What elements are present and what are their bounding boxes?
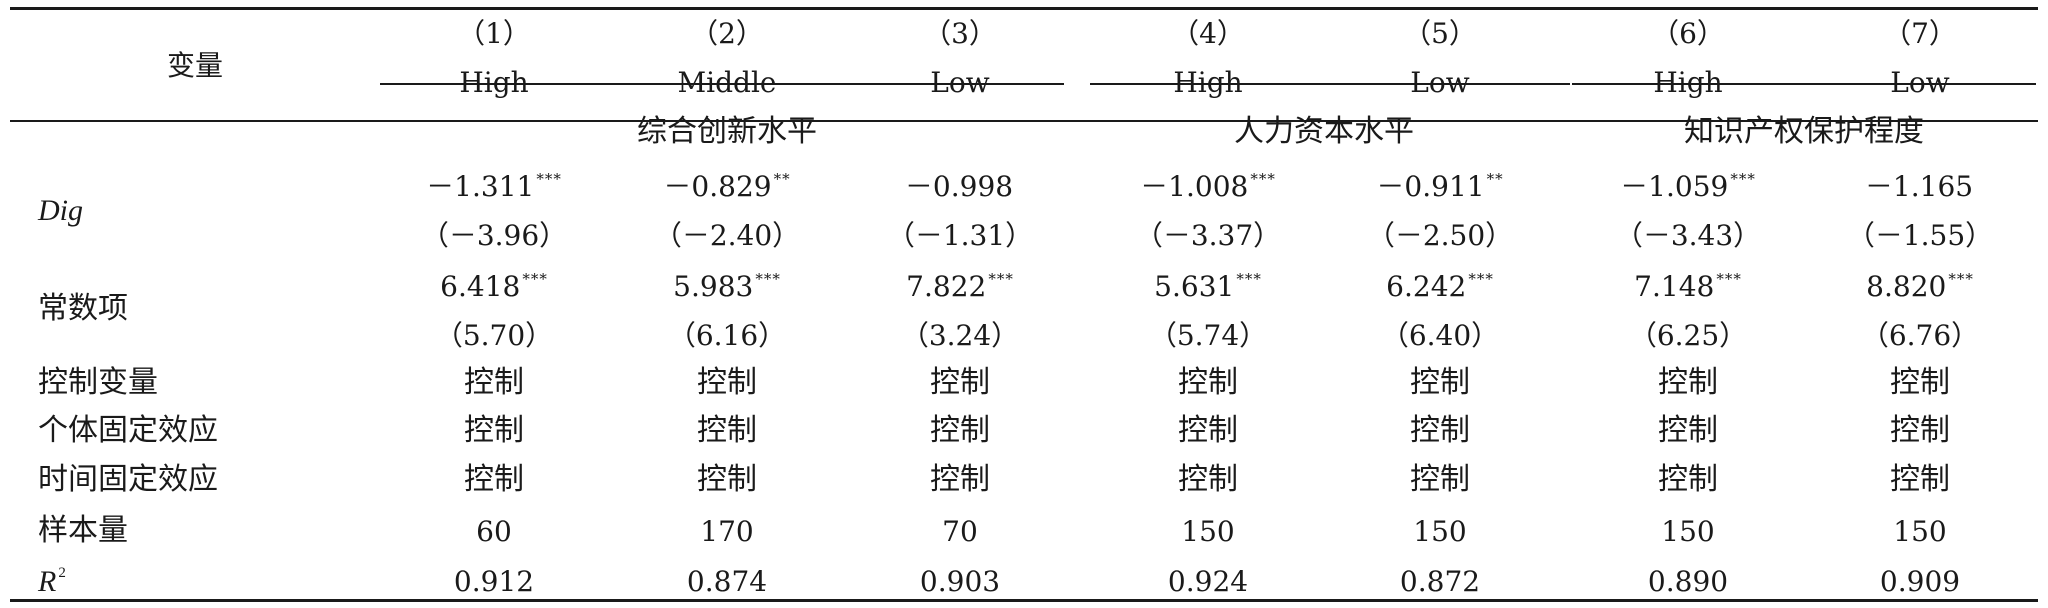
group-underline-3 — [1572, 83, 2036, 85]
individual-fe-5: 控制 — [1410, 413, 1470, 448]
row-label-dig: Dig — [38, 194, 83, 227]
dig-coef-7: －1.165 — [1864, 170, 1974, 203]
bottom-rule — [10, 599, 2038, 602]
col-number-7: （7） — [1883, 17, 1957, 50]
col-level-3: Low — [930, 66, 990, 99]
col-level-2: Middle — [677, 66, 777, 99]
col-level-7: Low — [1890, 66, 1950, 99]
header-rule — [10, 120, 2038, 122]
time-fe-7: 控制 — [1890, 462, 1950, 497]
dig-coef-1: －1.311 *** — [426, 170, 562, 203]
individual-fe-6: 控制 — [1658, 413, 1718, 448]
variable-header: 变量 — [166, 49, 224, 82]
individual-fe-1: 控制 — [464, 413, 524, 448]
row-label-individual-fe: 个体固定效应 — [38, 413, 218, 448]
const-coef-2: 5.983 *** — [673, 270, 781, 303]
top-rule — [10, 7, 2038, 10]
sample-size-6: 150 — [1661, 515, 1715, 548]
sample-size-7: 150 — [1893, 515, 1947, 548]
sample-size-4: 150 — [1181, 515, 1235, 548]
sample-size-2: 170 — [700, 515, 754, 548]
const-tstat-3: （3.24） — [900, 319, 1020, 352]
individual-fe-4: 控制 — [1178, 413, 1238, 448]
const-tstat-6: （6.25） — [1628, 319, 1748, 352]
dig-coef-4: －1.008 *** — [1140, 170, 1276, 203]
time-fe-3: 控制 — [930, 462, 990, 497]
col-level-6: High — [1653, 66, 1723, 99]
dig-coef-6: －1.059 *** — [1620, 170, 1756, 203]
col-level-1: High — [459, 66, 529, 99]
individual-fe-7: 控制 — [1890, 413, 1950, 448]
row-label-time-fe: 时间固定效应 — [38, 462, 218, 497]
sample-size-3: 70 — [942, 515, 978, 548]
group-label-3: 知识产权保护程度 — [1684, 114, 1924, 149]
sample-size-5: 150 — [1413, 515, 1467, 548]
dig-tstat-1: （－3.96） — [420, 219, 568, 252]
r-squared-5: 0.872 — [1399, 565, 1481, 598]
control-vars-1: 控制 — [464, 365, 524, 400]
col-number-6: （6） — [1651, 17, 1725, 50]
row-label-sample-size: 样本量 — [38, 513, 128, 548]
col-level-5: Low — [1410, 66, 1470, 99]
r-squared-6: 0.890 — [1647, 565, 1729, 598]
const-tstat-4: （5.74） — [1148, 319, 1268, 352]
const-tstat-2: （6.16） — [667, 319, 787, 352]
dig-coef-3: －0.998 — [904, 170, 1014, 203]
time-fe-2: 控制 — [697, 462, 757, 497]
const-coef-4: 5.631 *** — [1154, 270, 1262, 303]
const-tstat-5: （6.40） — [1380, 319, 1500, 352]
r-squared-2: 0.874 — [686, 565, 768, 598]
dig-tstat-5: （－2.50） — [1366, 219, 1514, 252]
r-squared-7: 0.909 — [1879, 565, 1961, 598]
time-fe-5: 控制 — [1410, 462, 1470, 497]
sample-size-1: 60 — [476, 515, 512, 548]
control-vars-7: 控制 — [1890, 365, 1950, 400]
control-vars-5: 控制 — [1410, 365, 1470, 400]
time-fe-4: 控制 — [1178, 462, 1238, 497]
col-number-2: （2） — [690, 17, 764, 50]
group-label-2: 人力资本水平 — [1234, 114, 1414, 149]
dig-tstat-6: （－3.43） — [1614, 219, 1762, 252]
time-fe-1: 控制 — [464, 462, 524, 497]
individual-fe-2: 控制 — [697, 413, 757, 448]
const-coef-7: 8.820 *** — [1866, 270, 1974, 303]
control-vars-2: 控制 — [697, 365, 757, 400]
col-number-5: （5） — [1403, 17, 1477, 50]
const-tstat-7: （6.76） — [1860, 319, 1980, 352]
dig-coef-5: －0.911 ** — [1376, 170, 1504, 203]
dig-tstat-3: （－1.31） — [886, 219, 1034, 252]
control-vars-6: 控制 — [1658, 365, 1718, 400]
dig-tstat-4: （－3.37） — [1134, 219, 1282, 252]
col-number-1: （1） — [457, 17, 531, 50]
control-vars-4: 控制 — [1178, 365, 1238, 400]
dig-tstat-7: （－1.55） — [1846, 219, 1994, 252]
const-coef-5: 6.242 *** — [1386, 270, 1494, 303]
group-underline-2 — [1090, 83, 1570, 85]
r-squared-4: 0.924 — [1167, 565, 1249, 598]
col-level-4: High — [1173, 66, 1243, 99]
group-underline-1 — [380, 83, 1064, 85]
col-number-3: （3） — [923, 17, 997, 50]
individual-fe-3: 控制 — [930, 413, 990, 448]
r-squared-3: 0.903 — [919, 565, 1001, 598]
const-coef-3: 7.822 *** — [906, 270, 1014, 303]
time-fe-6: 控制 — [1658, 462, 1718, 497]
r-squared-1: 0.912 — [453, 565, 535, 598]
control-vars-3: 控制 — [930, 365, 990, 400]
row-label-control-variables: 控制变量 — [38, 365, 158, 400]
row-label-constant: 常数项 — [38, 291, 128, 326]
const-tstat-1: （5.70） — [434, 319, 554, 352]
group-label-1: 综合创新水平 — [637, 114, 817, 149]
const-coef-6: 7.148 *** — [1634, 270, 1742, 303]
dig-coef-2: －0.829 ** — [663, 170, 791, 203]
const-coef-1: 6.418 *** — [440, 270, 548, 303]
dig-tstat-2: （－2.40） — [653, 219, 801, 252]
col-number-4: （4） — [1171, 17, 1245, 50]
